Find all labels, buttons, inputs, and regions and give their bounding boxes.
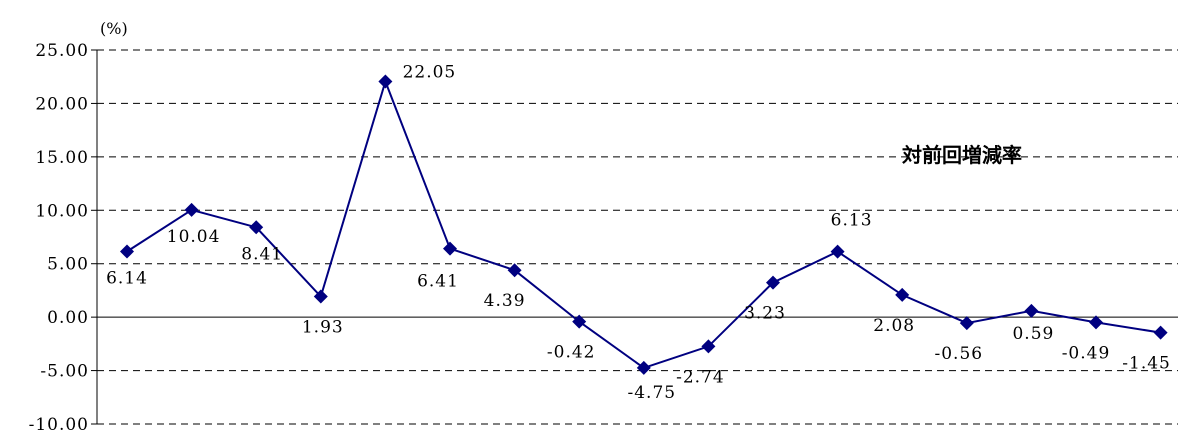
data-label: -0.49 — [1062, 343, 1111, 363]
y-tick-label: -10.00 — [29, 415, 89, 431]
data-label: 22.05 — [403, 63, 457, 83]
y-tick-label: -5.00 — [40, 362, 89, 382]
data-label: 4.39 — [484, 291, 526, 311]
data-label: 6.41 — [417, 272, 459, 292]
y-tick-label: 5.00 — [47, 255, 89, 275]
data-markers — [120, 74, 1168, 375]
data-point — [443, 241, 457, 256]
y-axis-ticks: 25.00 20.00 15.00 10.00 5.00 0.00 -5.00 -10.00 — [29, 41, 97, 435]
data-point — [1153, 325, 1168, 340]
data-label: 2.08 — [873, 316, 915, 336]
data-point — [249, 220, 264, 235]
y-tick-label: 25.00 — [35, 41, 89, 61]
data-point — [120, 244, 134, 259]
data-point — [507, 263, 522, 278]
data-point — [1024, 303, 1039, 318]
y-tick-label: 20.00 — [35, 94, 89, 114]
data-point — [313, 289, 328, 304]
data-label: 10.04 — [167, 227, 221, 247]
y-tick-label: 0.00 — [47, 308, 89, 328]
data-point — [378, 74, 393, 89]
data-point — [830, 244, 845, 259]
data-point — [636, 360, 651, 375]
data-point — [1089, 315, 1103, 330]
data-label: 8.41 — [241, 244, 283, 264]
data-label: -0.56 — [934, 344, 983, 364]
data-label: -2.74 — [676, 367, 725, 387]
y-tick-label: 15.00 — [35, 148, 89, 168]
y-axis-unit-label: (%) — [100, 19, 128, 38]
series-line — [126, 78, 1161, 370]
grid-lines — [97, 49, 1178, 425]
data-label: 3.23 — [744, 304, 786, 324]
data-label: 6.14 — [106, 269, 148, 289]
data-point — [959, 316, 974, 331]
data-point — [184, 202, 199, 217]
y-tick-label: 10.00 — [35, 201, 89, 221]
data-label: -4.75 — [627, 383, 676, 403]
data-point — [766, 275, 780, 290]
data-label: -1.45 — [1122, 354, 1171, 374]
data-point — [572, 314, 587, 329]
data-label: -0.42 — [547, 343, 596, 363]
data-label: 0.59 — [1012, 324, 1054, 344]
data-labels: 6.14 10.04 8.41 1.93 22.05 6.41 4.39 -0.42 -4.75… — [106, 63, 1171, 403]
data-point — [701, 339, 716, 354]
data-label: 6.13 — [831, 211, 873, 231]
data-point — [895, 287, 910, 302]
data-label: 1.93 — [302, 318, 344, 338]
series-label: 対前回増減率 — [901, 143, 1022, 167]
